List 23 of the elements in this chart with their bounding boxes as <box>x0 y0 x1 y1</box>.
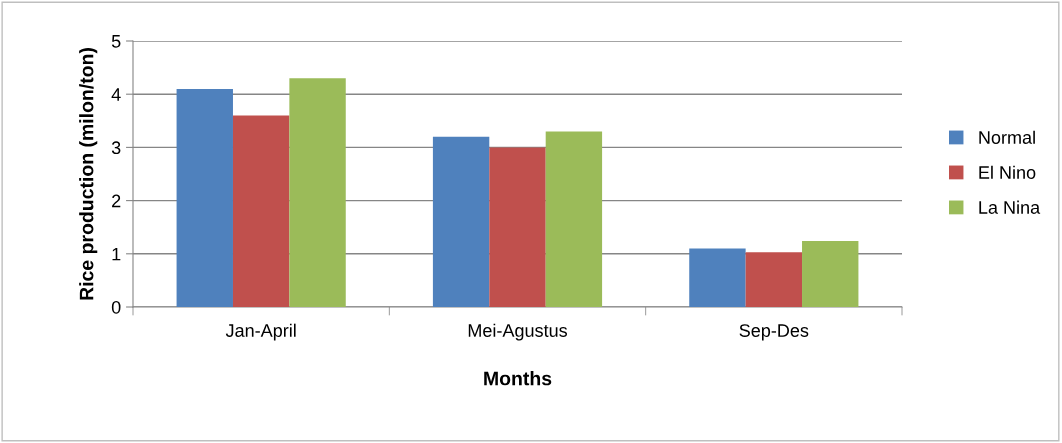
bar <box>745 252 803 307</box>
y-tick-label: 2 <box>112 194 121 208</box>
x-tick-label: Sep-Des <box>739 324 809 341</box>
x-tick-label: Jan-April <box>225 323 296 341</box>
legend-label: El Nino <box>979 165 1036 179</box>
bar <box>545 131 603 307</box>
bar <box>802 241 859 307</box>
bar <box>432 136 490 307</box>
legend-label: La Nina <box>979 200 1041 214</box>
legend-label: Normal <box>979 130 1035 144</box>
bar <box>232 115 290 307</box>
bar <box>689 248 746 307</box>
y-tick-label: 4 <box>111 88 121 101</box>
bar <box>176 88 233 307</box>
y-tick-label: 1 <box>112 247 121 261</box>
bar <box>489 147 546 307</box>
y-tick-label: 3 <box>111 141 121 155</box>
y-axis-title: Rice production (milon/ton) <box>79 48 98 300</box>
y-tick-label: 5 <box>111 35 121 48</box>
bar <box>289 78 346 307</box>
y-tick-label: 0 <box>111 300 121 314</box>
x-axis-title: Months <box>484 371 552 386</box>
x-tick-label: Mei-Agustus <box>468 323 568 341</box>
